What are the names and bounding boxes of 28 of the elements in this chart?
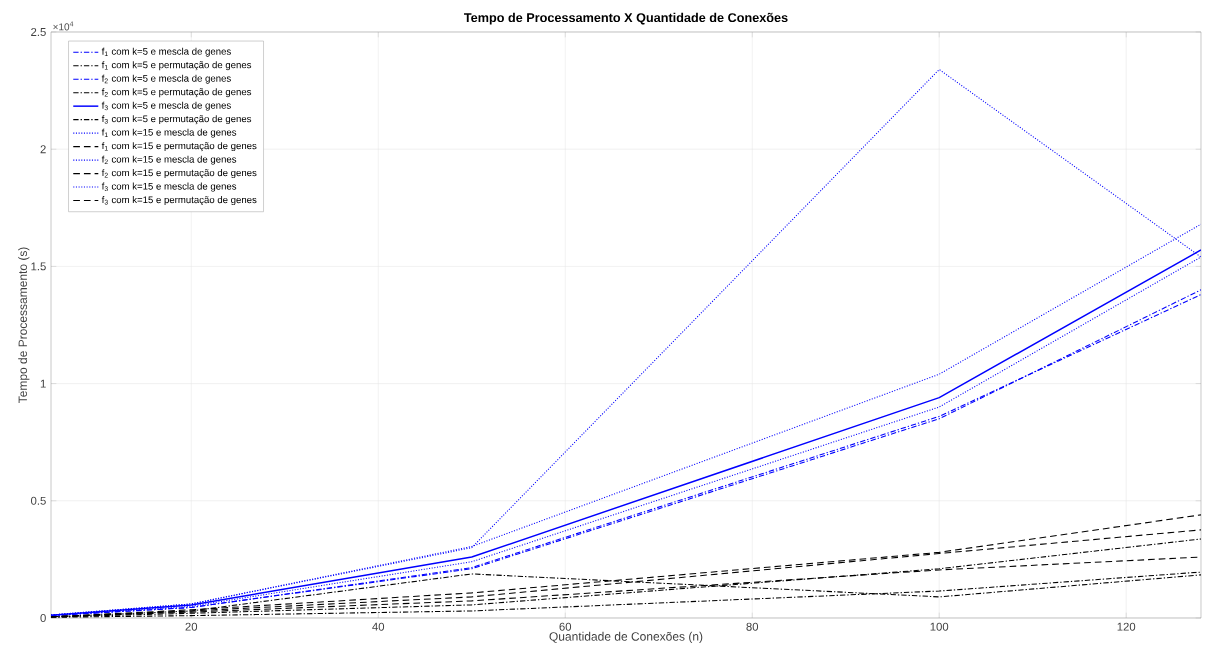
- text: ×10$^{4}$: [53, 21, 74, 31]
- x-tick-label: 60: [559, 622, 572, 631]
- y-tick-label: 1.5: [31, 262, 46, 271]
- y-tick-label: 0: [40, 613, 46, 622]
- legend-label: f$_{3}$ com k=5 e mescla de genes: [101, 101, 231, 111]
- legend-label: f$_{2}$ com k=5 e mescla de genes: [101, 74, 231, 84]
- x-tick-label: 40: [372, 622, 385, 631]
- legend-label: f$_{1}$ com k=15 e permutação de genes: [101, 142, 257, 152]
- legend-label: f$_{3}$ com k=5 e permutação de genes: [101, 115, 252, 125]
- legend-label: f$_{1}$ com k=5 e mescla de genes: [101, 47, 231, 57]
- y-tick-label: 2: [40, 145, 46, 154]
- x-tick-label: 20: [185, 622, 198, 631]
- legend-label: f$_{1}$ com k=5 e permutação de genes: [101, 61, 252, 71]
- legend-label: f$_{2}$ com k=5 e permutação de genes: [101, 88, 252, 98]
- legend-label: f$_{2}$ com k=15 e permutação de genes: [101, 169, 257, 179]
- x-tick-label: 80: [746, 622, 759, 631]
- y-tick-label: 0.5: [30, 496, 46, 505]
- x-axis-title: Quantidade de Conexões (n): [549, 631, 703, 644]
- legend-label: f$_{2}$ com k=15 e mescla de genes: [101, 155, 237, 165]
- y-axis-title: Tempo de Processamento (s): [18, 247, 30, 404]
- y-tick-label: 2.5: [31, 27, 46, 36]
- legend-label: f$_{1}$ com k=15 e mescla de genes: [101, 128, 237, 138]
- chart-title: Tempo de Processamento X Quantidade de Conexões: [464, 12, 788, 25]
- x-tick-label: 100: [930, 622, 949, 631]
- x-tick-label: 120: [1117, 622, 1136, 631]
- y-tick-label: 1: [40, 379, 46, 388]
- legend-label: f$_{3}$ com k=15 e permutação de genes: [101, 196, 257, 206]
- legend-label: f$_{3}$ com k=15 e mescla de genes: [101, 182, 237, 192]
